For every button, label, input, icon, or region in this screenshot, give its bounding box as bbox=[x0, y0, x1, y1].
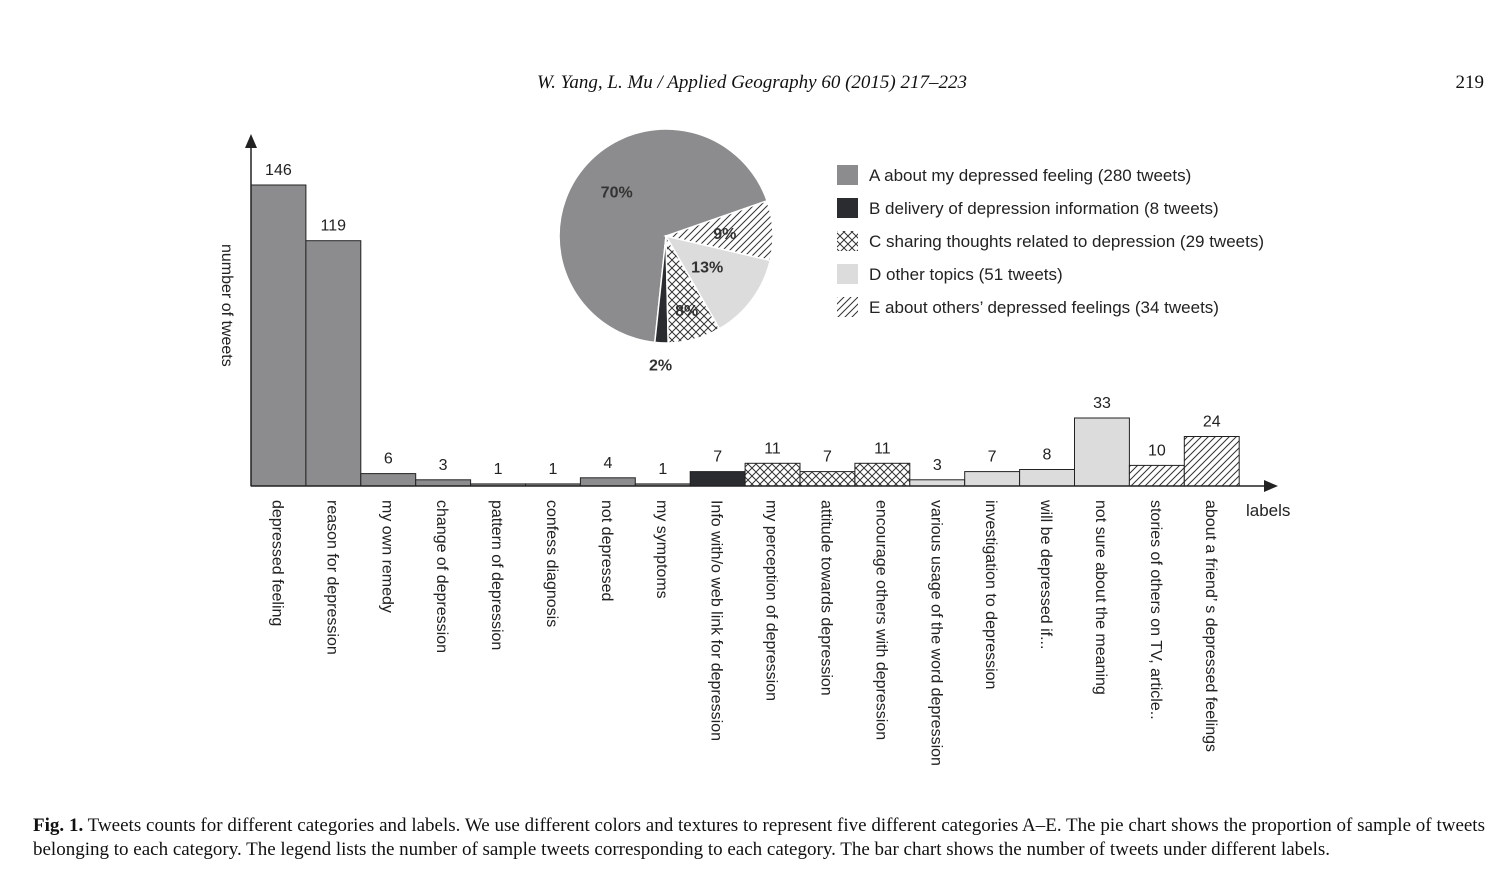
bar-16 bbox=[1074, 417, 1130, 487]
bar-value-label: 24 bbox=[1203, 414, 1221, 431]
bar-value-label: 4 bbox=[603, 455, 612, 472]
pie-slice-E bbox=[663, 199, 774, 262]
bar-value-label: 33 bbox=[1093, 395, 1111, 412]
category-label: my symptoms bbox=[653, 500, 670, 599]
category-label: my own remedy bbox=[378, 500, 395, 613]
pie-slice-label: 2% bbox=[649, 357, 672, 374]
category-label: attitude towards depression bbox=[818, 500, 835, 696]
legend-label-D: D other topics (51 tweets) bbox=[869, 265, 1063, 284]
legend-label-E: E about others’ depressed feelings (34 t… bbox=[869, 298, 1219, 317]
category-label: not sure about the meaning bbox=[1092, 500, 1109, 695]
pie-slice-label: 8% bbox=[675, 303, 698, 320]
journal-citation: W. Yang, L. Mu / Applied Geography 60 (2… bbox=[537, 72, 967, 93]
category-label: pattern of depression bbox=[488, 500, 505, 650]
pie-slice-label: 9% bbox=[713, 226, 736, 243]
bar-value-label: 3 bbox=[933, 457, 942, 474]
category-label: change of depression bbox=[433, 500, 450, 653]
pie-slice-label: 13% bbox=[691, 260, 723, 277]
bar-value-label: 1 bbox=[494, 461, 503, 478]
bar-value-label: 1 bbox=[549, 461, 558, 478]
y-axis-title: number of tweets bbox=[218, 244, 235, 367]
bar-12 bbox=[854, 462, 911, 487]
bar-value-label: 11 bbox=[764, 440, 781, 457]
bar-17 bbox=[1128, 464, 1185, 487]
category-label: will be depressed if... bbox=[1037, 499, 1054, 649]
category-label: confess diagnosis bbox=[543, 500, 560, 627]
bar-2 bbox=[305, 240, 362, 487]
page-header: W. Yang, L. Mu / Applied Geography 60 (2… bbox=[0, 72, 1508, 98]
legend-swatch-B bbox=[837, 198, 858, 218]
category-label: depressed feeling bbox=[268, 500, 285, 626]
caption-label: Fig. 1. bbox=[33, 815, 84, 836]
bar-18 bbox=[1183, 436, 1240, 487]
legend-label-C: C sharing thoughts related to depression… bbox=[869, 232, 1264, 251]
bar-value-label: 146 bbox=[265, 162, 292, 179]
bar-value-label: 1 bbox=[658, 461, 667, 478]
legend-label-B: B delivery of depression information (8 … bbox=[869, 199, 1219, 218]
caption-text: Tweets counts for different categories a… bbox=[33, 815, 1485, 860]
bar-value-label: 3 bbox=[439, 457, 448, 474]
bar-10 bbox=[744, 462, 801, 487]
bar-14 bbox=[964, 471, 1021, 487]
legend-swatch-E bbox=[837, 297, 858, 317]
legend-label-A: A about my depressed feeling (280 tweets… bbox=[869, 166, 1191, 185]
bar-value-label: 7 bbox=[823, 449, 832, 466]
legend-swatch-D bbox=[837, 264, 858, 284]
bar-9 bbox=[689, 471, 746, 487]
x-axis-title: labels bbox=[1246, 501, 1290, 520]
category-label: not depressed bbox=[598, 500, 615, 601]
bar-value-label: 7 bbox=[713, 449, 722, 466]
bar-7 bbox=[579, 477, 636, 487]
legend-swatch-C bbox=[837, 231, 858, 251]
category-label: investigation to depression bbox=[982, 500, 999, 689]
category-label: encourage others with depression bbox=[872, 500, 889, 740]
x-axis-arrow bbox=[1264, 480, 1278, 492]
category-label: Info with/o web link for depression bbox=[708, 500, 725, 741]
page-number: 219 bbox=[1455, 72, 1485, 93]
bar-1 bbox=[250, 184, 307, 487]
legend-swatch-A bbox=[837, 165, 858, 185]
pie-slice-label: 70% bbox=[601, 185, 633, 202]
bar-value-label: 11 bbox=[874, 440, 891, 457]
pie-legend: A about my depressed feeling (280 tweets… bbox=[837, 165, 1264, 317]
category-label: stories of others on TV, article.. bbox=[1147, 500, 1164, 720]
bar-value-label: 6 bbox=[384, 451, 393, 468]
category-label: my perception of depression bbox=[763, 500, 780, 701]
bar-value-label: 8 bbox=[1043, 447, 1052, 464]
category-label: about a friend’ s depressed feelings bbox=[1202, 500, 1219, 752]
bar-11 bbox=[799, 471, 856, 487]
category-label: various usage of the word depression bbox=[927, 500, 944, 766]
bar-4 bbox=[415, 479, 472, 487]
bar-value-label: 119 bbox=[321, 218, 347, 235]
y-axis-arrow bbox=[245, 134, 257, 148]
pie-chart: 70% 2% 8% 13% 9% bbox=[558, 128, 774, 374]
bar-value-label: 7 bbox=[988, 449, 997, 466]
category-label: reason for depression bbox=[323, 500, 340, 655]
bar-3 bbox=[360, 473, 417, 487]
figure-caption: Fig. 1. Tweets counts for different cate… bbox=[33, 814, 1485, 862]
bar-15 bbox=[1019, 469, 1075, 487]
pie-slice-D bbox=[664, 234, 772, 330]
bar-13 bbox=[909, 479, 966, 487]
bar-value-label: 10 bbox=[1148, 442, 1166, 459]
